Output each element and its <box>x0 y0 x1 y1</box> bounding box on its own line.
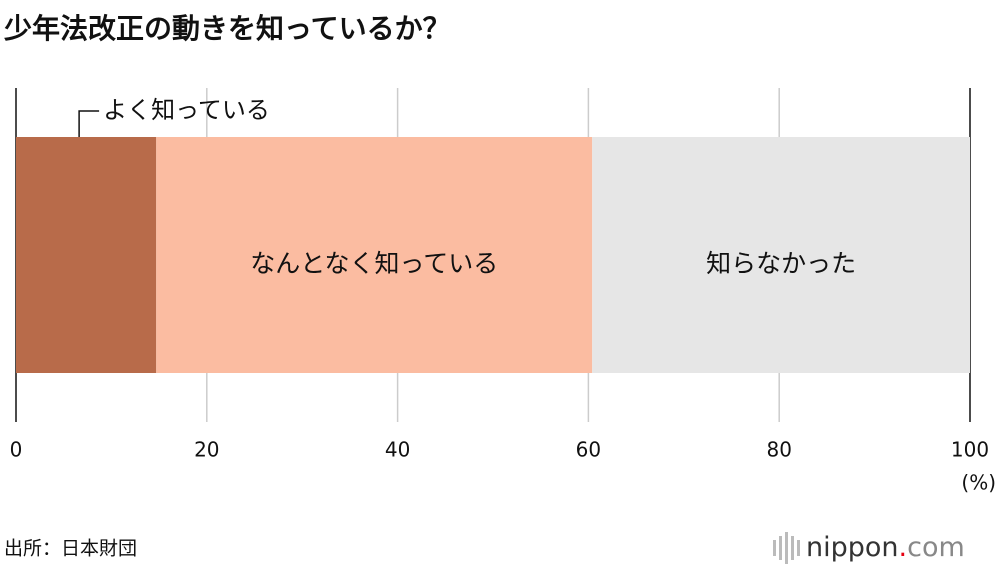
logo-dot: . <box>899 532 908 563</box>
chart-title: 少年法改正の動きを知っているか？ <box>4 12 451 45</box>
x-axis-label: (%) <box>961 471 996 495</box>
logo: nippon.com <box>806 532 965 563</box>
bar-segment <box>16 137 157 373</box>
x-tick-label: 0 <box>10 438 23 462</box>
logo-name: nippon <box>806 532 899 563</box>
x-tick-label: 40 <box>385 438 410 462</box>
x-tick-label: 20 <box>194 438 219 462</box>
legend-label: よく知っている <box>103 96 270 124</box>
source: 出所：日本財団 <box>4 538 137 560</box>
bar-segment <box>156 137 593 373</box>
leader-line <box>78 110 100 137</box>
x-tick-label: 80 <box>766 438 791 462</box>
x-tick-label: 100 <box>951 438 989 462</box>
bar-segment <box>592 137 970 373</box>
legend-label: 知らなかった <box>706 249 856 278</box>
legend-label: なんとなく知っている <box>250 249 498 278</box>
x-tick-label: 60 <box>576 438 601 462</box>
logo-icon <box>773 532 800 564</box>
logo-tld: com <box>907 532 965 563</box>
